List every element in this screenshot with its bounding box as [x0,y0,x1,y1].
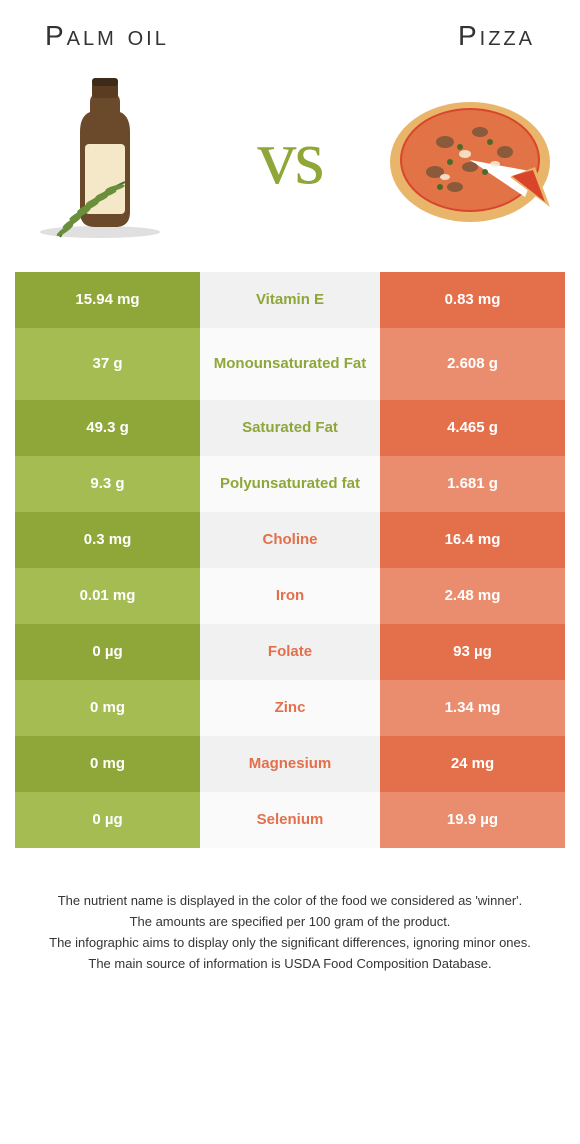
right-value: 2.48 mg [380,568,565,624]
nutrient-name: Choline [200,512,380,568]
right-value: 0.83 mg [380,272,565,328]
footer-line: The nutrient name is displayed in the co… [35,892,545,911]
table-row: 0 µgFolate93 µg [15,624,565,680]
nutrient-name: Selenium [200,792,380,848]
footer-line: The infographic aims to display only the… [35,934,545,953]
left-value: 9.3 g [15,456,200,512]
images-row: vs [15,62,565,252]
nutrient-name: Iron [200,568,380,624]
vs-label: vs [257,118,322,196]
table-row: 37 gMonounsaturated Fat2.608 g [15,328,565,400]
left-food-title: Palm oil [45,20,169,52]
table-row: 49.3 gSaturated Fat4.465 g [15,400,565,456]
left-value: 37 g [15,328,200,400]
pizza-image [385,72,555,242]
nutrient-name: Polyunsaturated fat [200,456,380,512]
table-row: 15.94 mgVitamin E0.83 mg [15,272,565,328]
nutrient-name: Vitamin E [200,272,380,328]
table-row: 0 mgMagnesium24 mg [15,736,565,792]
left-value: 0 µg [15,792,200,848]
table-row: 0.01 mgIron2.48 mg [15,568,565,624]
left-value: 0 mg [15,736,200,792]
left-value: 0.01 mg [15,568,200,624]
palm-oil-image [25,72,195,242]
nutrient-name: Magnesium [200,736,380,792]
table-row: 0.3 mgCholine16.4 mg [15,512,565,568]
right-value: 1.34 mg [380,680,565,736]
right-value: 93 µg [380,624,565,680]
comparison-table: 15.94 mgVitamin E0.83 mg37 gMonounsatura… [15,272,565,848]
right-food-title: Pizza [458,20,535,52]
nutrient-name: Saturated Fat [200,400,380,456]
left-value: 0 µg [15,624,200,680]
nutrient-name: Zinc [200,680,380,736]
footer-notes: The nutrient name is displayed in the co… [15,892,565,973]
left-value: 15.94 mg [15,272,200,328]
right-value: 1.681 g [380,456,565,512]
footer-line: The amounts are specified per 100 gram o… [35,913,545,932]
left-value: 0 mg [15,680,200,736]
nutrient-name: Folate [200,624,380,680]
right-value: 4.465 g [380,400,565,456]
footer-line: The main source of information is USDA F… [35,955,545,974]
left-value: 49.3 g [15,400,200,456]
right-value: 16.4 mg [380,512,565,568]
nutrient-name: Monounsaturated Fat [200,328,380,400]
table-row: 0 µgSelenium19.9 µg [15,792,565,848]
right-value: 2.608 g [380,328,565,400]
right-value: 19.9 µg [380,792,565,848]
left-value: 0.3 mg [15,512,200,568]
table-row: 0 mgZinc1.34 mg [15,680,565,736]
right-value: 24 mg [380,736,565,792]
table-row: 9.3 gPolyunsaturated fat1.681 g [15,456,565,512]
